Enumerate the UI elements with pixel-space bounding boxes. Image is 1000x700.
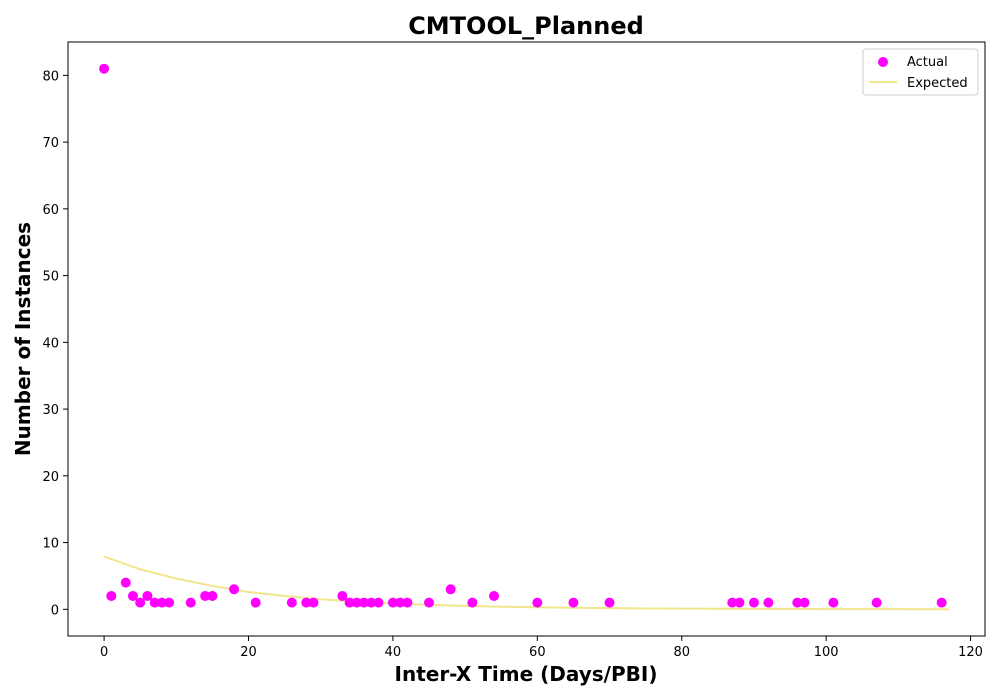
actual-data-point <box>250 597 261 608</box>
plot-area <box>99 63 949 611</box>
y-tick-label: 50 <box>42 270 59 285</box>
legend-box <box>862 48 979 96</box>
y-axis: 0 10 20 30 40 50 60 70 80 <box>42 69 68 618</box>
actual-data-point <box>185 597 196 608</box>
y-tick-label: 60 <box>42 203 59 218</box>
plot-frame <box>67 41 986 637</box>
actual-data-point <box>200 590 211 601</box>
chart-title: CMTOOL_Planned <box>408 12 644 40</box>
actual-data-point <box>99 63 110 74</box>
actual-data-point <box>337 590 348 601</box>
actual-data-point <box>120 577 131 588</box>
actual-data-point <box>229 584 240 595</box>
actual-data-point <box>135 597 146 608</box>
actual-data-point <box>156 597 167 608</box>
actual-data-point <box>366 597 377 608</box>
y-tick-label: 0 <box>51 603 59 618</box>
actual-data-point <box>748 597 759 608</box>
actual-data-point <box>387 597 398 608</box>
x-tick-label: 0 <box>100 645 108 660</box>
actual-data-point <box>467 597 478 608</box>
actual-data-point <box>395 597 406 608</box>
actual-data-point <box>344 597 355 608</box>
actual-data-point <box>424 597 435 608</box>
y-tick-label: 80 <box>42 69 59 84</box>
actual-data-point <box>149 597 160 608</box>
actual-data-point <box>373 597 384 608</box>
actual-data-point <box>727 597 738 608</box>
actual-data-point <box>359 597 370 608</box>
legend: Actual Expected <box>862 48 979 96</box>
actual-data-point <box>799 597 810 608</box>
y-tick-label: 40 <box>42 336 59 351</box>
legend-actual-marker <box>878 57 888 67</box>
actual-data-point <box>871 597 882 608</box>
x-tick-label: 20 <box>240 645 257 660</box>
actual-data-point <box>734 597 745 608</box>
actual-data-point <box>351 597 362 608</box>
x-tick-label: 120 <box>958 645 983 660</box>
x-tick-label: 80 <box>673 645 690 660</box>
actual-data-point <box>207 590 218 601</box>
actual-data-point <box>301 597 312 608</box>
expected-series-line <box>103 555 949 611</box>
y-tick-label: 10 <box>42 537 59 552</box>
actual-data-point <box>604 597 615 608</box>
y-tick-label: 30 <box>42 403 59 418</box>
actual-data-point <box>792 597 803 608</box>
actual-data-point <box>164 597 175 608</box>
actual-data-point <box>286 597 297 608</box>
actual-data-point <box>532 597 543 608</box>
actual-data-point <box>308 597 319 608</box>
x-axis: 0 20 40 60 80 100 120 <box>100 636 983 660</box>
actual-data-point <box>106 590 117 601</box>
y-axis-label: Number of Instances <box>11 222 35 456</box>
actual-data-point <box>445 584 456 595</box>
actual-data-point <box>936 597 947 608</box>
x-tick-label: 100 <box>814 645 839 660</box>
actual-data-point <box>828 597 839 608</box>
actual-data-point <box>568 597 579 608</box>
legend-actual-label: Actual <box>907 55 948 70</box>
legend-expected-label: Expected <box>907 76 968 91</box>
x-tick-label: 40 <box>385 645 402 660</box>
actual-data-point <box>142 590 153 601</box>
actual-data-point <box>127 590 138 601</box>
actual-data-point <box>763 597 774 608</box>
actual-data-point <box>489 590 500 601</box>
y-tick-label: 20 <box>42 470 59 485</box>
x-tick-label: 60 <box>529 645 546 660</box>
x-axis-label: Inter-X Time (Days/PBI) <box>395 662 658 686</box>
actual-data-point <box>402 597 413 608</box>
y-tick-label: 70 <box>42 136 59 151</box>
